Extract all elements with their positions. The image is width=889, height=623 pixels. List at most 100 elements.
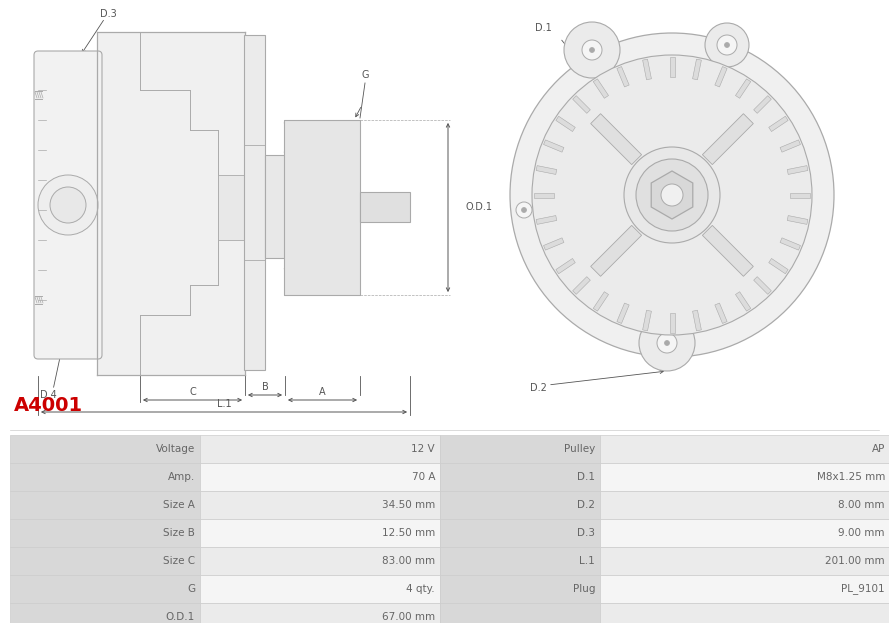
Polygon shape: [617, 303, 629, 323]
Bar: [600, 491, 889, 519]
Text: PL_9101: PL_9101: [841, 584, 885, 594]
Polygon shape: [617, 67, 629, 87]
Circle shape: [38, 175, 98, 235]
Polygon shape: [536, 216, 557, 224]
Polygon shape: [669, 57, 675, 77]
Polygon shape: [702, 113, 753, 164]
Text: D.2: D.2: [577, 500, 595, 510]
Bar: [600, 575, 889, 603]
Polygon shape: [780, 140, 800, 152]
Text: Voltage: Voltage: [156, 444, 195, 454]
Polygon shape: [735, 79, 750, 98]
Polygon shape: [573, 96, 590, 113]
Text: G: G: [361, 70, 369, 80]
Circle shape: [532, 55, 812, 335]
Bar: [600, 463, 889, 491]
Circle shape: [624, 147, 720, 243]
Text: Pulley: Pulley: [564, 444, 595, 454]
Polygon shape: [573, 277, 590, 294]
Bar: [200, 547, 440, 575]
Circle shape: [657, 333, 677, 353]
Circle shape: [661, 184, 683, 206]
Bar: [218, 175, 245, 240]
Polygon shape: [536, 166, 557, 174]
Text: 12.50 mm: 12.50 mm: [381, 528, 435, 538]
Bar: [284, 120, 360, 295]
Circle shape: [522, 207, 526, 212]
Bar: [440, 575, 600, 603]
Bar: [244, 35, 265, 370]
Bar: [600, 519, 889, 547]
Polygon shape: [702, 226, 753, 277]
Polygon shape: [693, 310, 701, 331]
Text: 8.00 mm: 8.00 mm: [838, 500, 885, 510]
Text: 9.00 mm: 9.00 mm: [838, 528, 885, 538]
Text: O.D.1: O.D.1: [165, 612, 195, 622]
Circle shape: [717, 35, 737, 55]
Bar: [10, 491, 200, 519]
Text: Size A: Size A: [163, 500, 195, 510]
Text: AP: AP: [871, 444, 885, 454]
Circle shape: [589, 47, 595, 52]
Polygon shape: [534, 193, 554, 197]
Text: D.3: D.3: [577, 528, 595, 538]
Bar: [440, 547, 600, 575]
Bar: [10, 575, 200, 603]
Text: Plug: Plug: [573, 584, 595, 594]
Text: D.2: D.2: [530, 383, 547, 393]
Polygon shape: [590, 113, 642, 164]
Text: D.3: D.3: [100, 9, 116, 19]
Text: 4 qty.: 4 qty.: [406, 584, 435, 594]
Bar: [440, 463, 600, 491]
Bar: [265, 155, 285, 258]
Text: A4001: A4001: [14, 396, 84, 415]
Bar: [600, 547, 889, 575]
Polygon shape: [556, 259, 575, 273]
Bar: [10, 603, 200, 623]
Circle shape: [582, 40, 602, 60]
Polygon shape: [590, 226, 642, 277]
Polygon shape: [790, 193, 810, 197]
Circle shape: [50, 187, 86, 223]
Polygon shape: [769, 259, 789, 273]
Bar: [200, 491, 440, 519]
Circle shape: [636, 159, 708, 231]
Circle shape: [705, 23, 749, 67]
Polygon shape: [769, 117, 789, 131]
Text: A: A: [319, 387, 325, 397]
Bar: [360, 192, 410, 222]
Bar: [10, 519, 200, 547]
Polygon shape: [735, 292, 750, 311]
Text: 70 A: 70 A: [412, 472, 435, 482]
Circle shape: [639, 315, 695, 371]
Circle shape: [516, 202, 532, 218]
Polygon shape: [543, 140, 564, 152]
Polygon shape: [593, 79, 609, 98]
Text: C: C: [189, 387, 196, 397]
Bar: [200, 575, 440, 603]
Circle shape: [664, 341, 669, 346]
Bar: [10, 463, 200, 491]
Text: Size B: Size B: [163, 528, 195, 538]
Polygon shape: [643, 59, 652, 80]
Polygon shape: [715, 303, 727, 323]
Text: 34.50 mm: 34.50 mm: [381, 500, 435, 510]
Bar: [440, 435, 600, 463]
Text: B: B: [261, 382, 268, 392]
Text: O.D.1: O.D.1: [465, 202, 492, 212]
Text: 201.00 mm: 201.00 mm: [825, 556, 885, 566]
Bar: [600, 435, 889, 463]
Bar: [97, 32, 245, 375]
Bar: [200, 435, 440, 463]
Polygon shape: [754, 277, 772, 294]
Polygon shape: [693, 59, 701, 80]
Polygon shape: [652, 171, 693, 219]
Polygon shape: [669, 313, 675, 333]
Bar: [600, 603, 889, 623]
FancyBboxPatch shape: [34, 51, 102, 359]
Text: Amp.: Amp.: [168, 472, 195, 482]
Bar: [10, 547, 200, 575]
Bar: [10, 435, 200, 463]
Bar: [440, 491, 600, 519]
Text: 83.00 mm: 83.00 mm: [382, 556, 435, 566]
